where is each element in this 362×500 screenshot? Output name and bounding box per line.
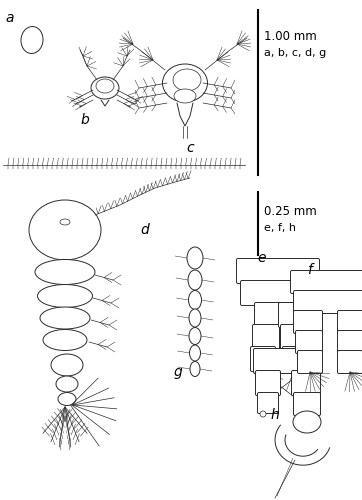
Ellipse shape (38, 284, 93, 308)
Text: f: f (308, 263, 312, 277)
Ellipse shape (43, 330, 87, 350)
Text: e: e (258, 251, 266, 265)
Text: a: a (6, 11, 14, 25)
Ellipse shape (21, 26, 43, 54)
FancyBboxPatch shape (298, 350, 323, 374)
Ellipse shape (189, 309, 201, 327)
Text: 0.25 mm: 0.25 mm (264, 205, 317, 218)
FancyBboxPatch shape (253, 348, 316, 374)
FancyBboxPatch shape (257, 392, 278, 413)
Ellipse shape (189, 290, 202, 310)
Ellipse shape (51, 354, 83, 376)
Ellipse shape (96, 79, 114, 93)
Text: e, f, h: e, f, h (264, 223, 296, 233)
FancyBboxPatch shape (291, 370, 320, 396)
FancyBboxPatch shape (337, 310, 362, 334)
Ellipse shape (189, 328, 201, 344)
Ellipse shape (190, 362, 200, 376)
Ellipse shape (56, 376, 78, 392)
Ellipse shape (29, 200, 101, 260)
FancyBboxPatch shape (295, 330, 323, 353)
Ellipse shape (260, 411, 266, 417)
Ellipse shape (60, 219, 70, 225)
FancyBboxPatch shape (256, 370, 281, 396)
FancyBboxPatch shape (294, 310, 323, 334)
FancyBboxPatch shape (236, 258, 320, 283)
Text: d: d (140, 223, 150, 237)
Ellipse shape (91, 77, 119, 99)
Ellipse shape (58, 392, 76, 406)
Text: b: b (81, 113, 89, 127)
Text: a, b, c, d, g: a, b, c, d, g (264, 48, 326, 58)
FancyBboxPatch shape (337, 350, 362, 374)
Ellipse shape (174, 89, 196, 103)
FancyBboxPatch shape (240, 280, 316, 305)
Text: c: c (186, 141, 194, 155)
Ellipse shape (173, 69, 201, 91)
FancyBboxPatch shape (294, 392, 320, 415)
FancyBboxPatch shape (282, 346, 307, 372)
FancyBboxPatch shape (254, 302, 286, 328)
Text: 1.00 mm: 1.00 mm (264, 30, 317, 43)
Ellipse shape (40, 307, 90, 329)
Ellipse shape (187, 247, 203, 269)
FancyBboxPatch shape (253, 324, 279, 349)
FancyBboxPatch shape (290, 270, 362, 293)
Ellipse shape (189, 345, 201, 361)
Text: g: g (174, 365, 182, 379)
FancyBboxPatch shape (278, 302, 310, 328)
Ellipse shape (35, 260, 95, 284)
Ellipse shape (293, 411, 321, 433)
Ellipse shape (163, 64, 207, 102)
FancyBboxPatch shape (251, 346, 275, 372)
FancyBboxPatch shape (281, 324, 307, 349)
Text: h: h (271, 408, 279, 422)
FancyBboxPatch shape (294, 290, 362, 314)
FancyBboxPatch shape (337, 330, 362, 353)
Ellipse shape (188, 270, 202, 290)
